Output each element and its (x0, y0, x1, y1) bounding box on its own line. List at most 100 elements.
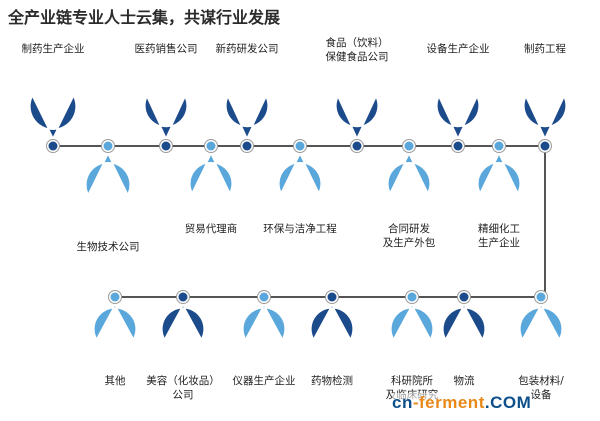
category-label: 食品（饮料） (326, 36, 389, 49)
value-label: 3.48% (448, 344, 479, 356)
data-point: 6.27% 食品（饮料）保健食品公司 (326, 36, 389, 153)
category-label: 设备 (531, 388, 552, 401)
drop-mark (242, 303, 286, 341)
category-label: 新药研发公司 (216, 42, 279, 55)
data-point: 3.48% 物流 (442, 290, 486, 387)
category-label: 生产企业 (478, 236, 520, 249)
drop-mark (93, 303, 137, 341)
data-point: 4.20% 包装材料/设备 (518, 290, 564, 401)
chart-title: 全产业链专业人士云集，共谋行业发展 (8, 8, 281, 27)
value-label: 2.64% (316, 344, 347, 356)
value-label: 6.06% (442, 83, 473, 95)
node-dot (536, 292, 546, 302)
watermark-left: cn (392, 393, 413, 412)
category-label: 保健食品公司 (326, 50, 389, 63)
node-dot (259, 292, 269, 302)
drop-mark (523, 95, 567, 140)
drop-mark (335, 95, 379, 140)
node-dot (206, 141, 216, 151)
drop-mark (310, 303, 354, 341)
category-label: 包装材料/ (518, 374, 564, 387)
category-label: 其他 (105, 374, 126, 387)
drop-mark (144, 95, 188, 140)
watermark-mid: -ferment (412, 393, 485, 412)
node-dot (295, 141, 305, 151)
category-label: 制药生产企业 (22, 42, 85, 55)
category-label: 贸易代理商 (185, 222, 238, 235)
drop-mark (477, 152, 521, 195)
drop-mark (278, 152, 322, 195)
category-label: 物流 (454, 374, 475, 387)
node-dot (110, 292, 120, 302)
data-point: 2.64% 药物检测 (310, 290, 354, 387)
node-dot (242, 141, 252, 151)
category-label: 精细化工 (478, 222, 520, 235)
drop-mark (442, 303, 486, 341)
category-label: 及生产外包 (383, 236, 436, 249)
node-dot (407, 292, 417, 302)
category-label: 环保与洁净工程 (263, 222, 337, 235)
category-label: 制药工程 (524, 42, 566, 55)
data-point: 7.77% 医药销售公司 (135, 42, 198, 153)
watermark: cn-ferment.COM (392, 393, 532, 413)
node-dot (178, 292, 188, 302)
node-dot (453, 141, 463, 151)
node-dot (494, 141, 504, 151)
drop-mark (189, 152, 233, 195)
connector-lines (53, 145, 546, 298)
data-point: 15.92% 制药生产企业 (22, 42, 85, 153)
chart-marks: 15.92% 制药生产企业 8.34% 生物技术公司 7.77% 医药销售公司 6.67% 贸… (22, 36, 567, 401)
value-label: 6.45% (284, 197, 315, 209)
data-point: 6.06% 设备生产企业 (427, 42, 490, 153)
value-label: 6.64% (231, 83, 262, 95)
category-label: 美容（化妆品） (146, 374, 220, 387)
category-label: 生物技术公司 (77, 240, 140, 253)
value-label: 2.18% (99, 344, 130, 356)
node-dot (161, 141, 171, 151)
drop-mark (225, 95, 269, 140)
data-point: 6.45% 环保与洁净工程 (263, 139, 337, 235)
value-label: 6.67% (195, 197, 226, 209)
drop-mark (85, 152, 131, 196)
drop-mark (436, 95, 480, 140)
value-label: 8.34% (92, 199, 123, 211)
data-point: 1.01% 美容（化妆品） 公司 (146, 290, 220, 401)
node-dot (48, 141, 58, 151)
category-label: 公司 (173, 389, 194, 401)
drop-mark (387, 152, 431, 195)
data-point: 3.25%科研院所及临床研究 (386, 290, 439, 401)
node-dot (459, 292, 469, 302)
drop-mark (161, 303, 205, 341)
drop-mark (29, 94, 77, 140)
category-label: 合同研发 (388, 222, 430, 235)
value-label: 5.42% (483, 197, 514, 209)
value-label: 4.94% (529, 83, 560, 95)
connector-line (53, 145, 546, 298)
category-label: 设备生产企业 (427, 42, 490, 55)
category-label: 医药销售公司 (135, 42, 198, 55)
node-dot (540, 141, 550, 151)
data-point: 2.18% 其他 (93, 290, 137, 387)
node-dot (404, 141, 414, 151)
data-point: 2.63% 仪器生产企业 (233, 290, 296, 387)
value-label: 2.63% (248, 344, 279, 356)
node-dot (103, 141, 113, 151)
data-point: 6.64% 新药研发公司 (216, 42, 279, 153)
data-point: 8.34% 生物技术公司 (77, 139, 140, 253)
value-label: 15.92% (34, 81, 72, 93)
drop-mark (519, 303, 563, 341)
node-dot (352, 141, 362, 151)
category-label: 药物检测 (311, 374, 353, 387)
value-label: 6.13% (393, 197, 424, 209)
value-label: 1.01% (167, 344, 198, 356)
value-label: 3.25% (396, 344, 427, 356)
category-label: 科研院所 (391, 374, 433, 387)
node-dot (327, 292, 337, 302)
value-label: 7.77% (150, 83, 181, 95)
value-label: 4.20% (525, 344, 556, 356)
category-label: 仪器生产企业 (233, 374, 296, 387)
data-point: 4.94% 制药工程 (523, 42, 567, 153)
